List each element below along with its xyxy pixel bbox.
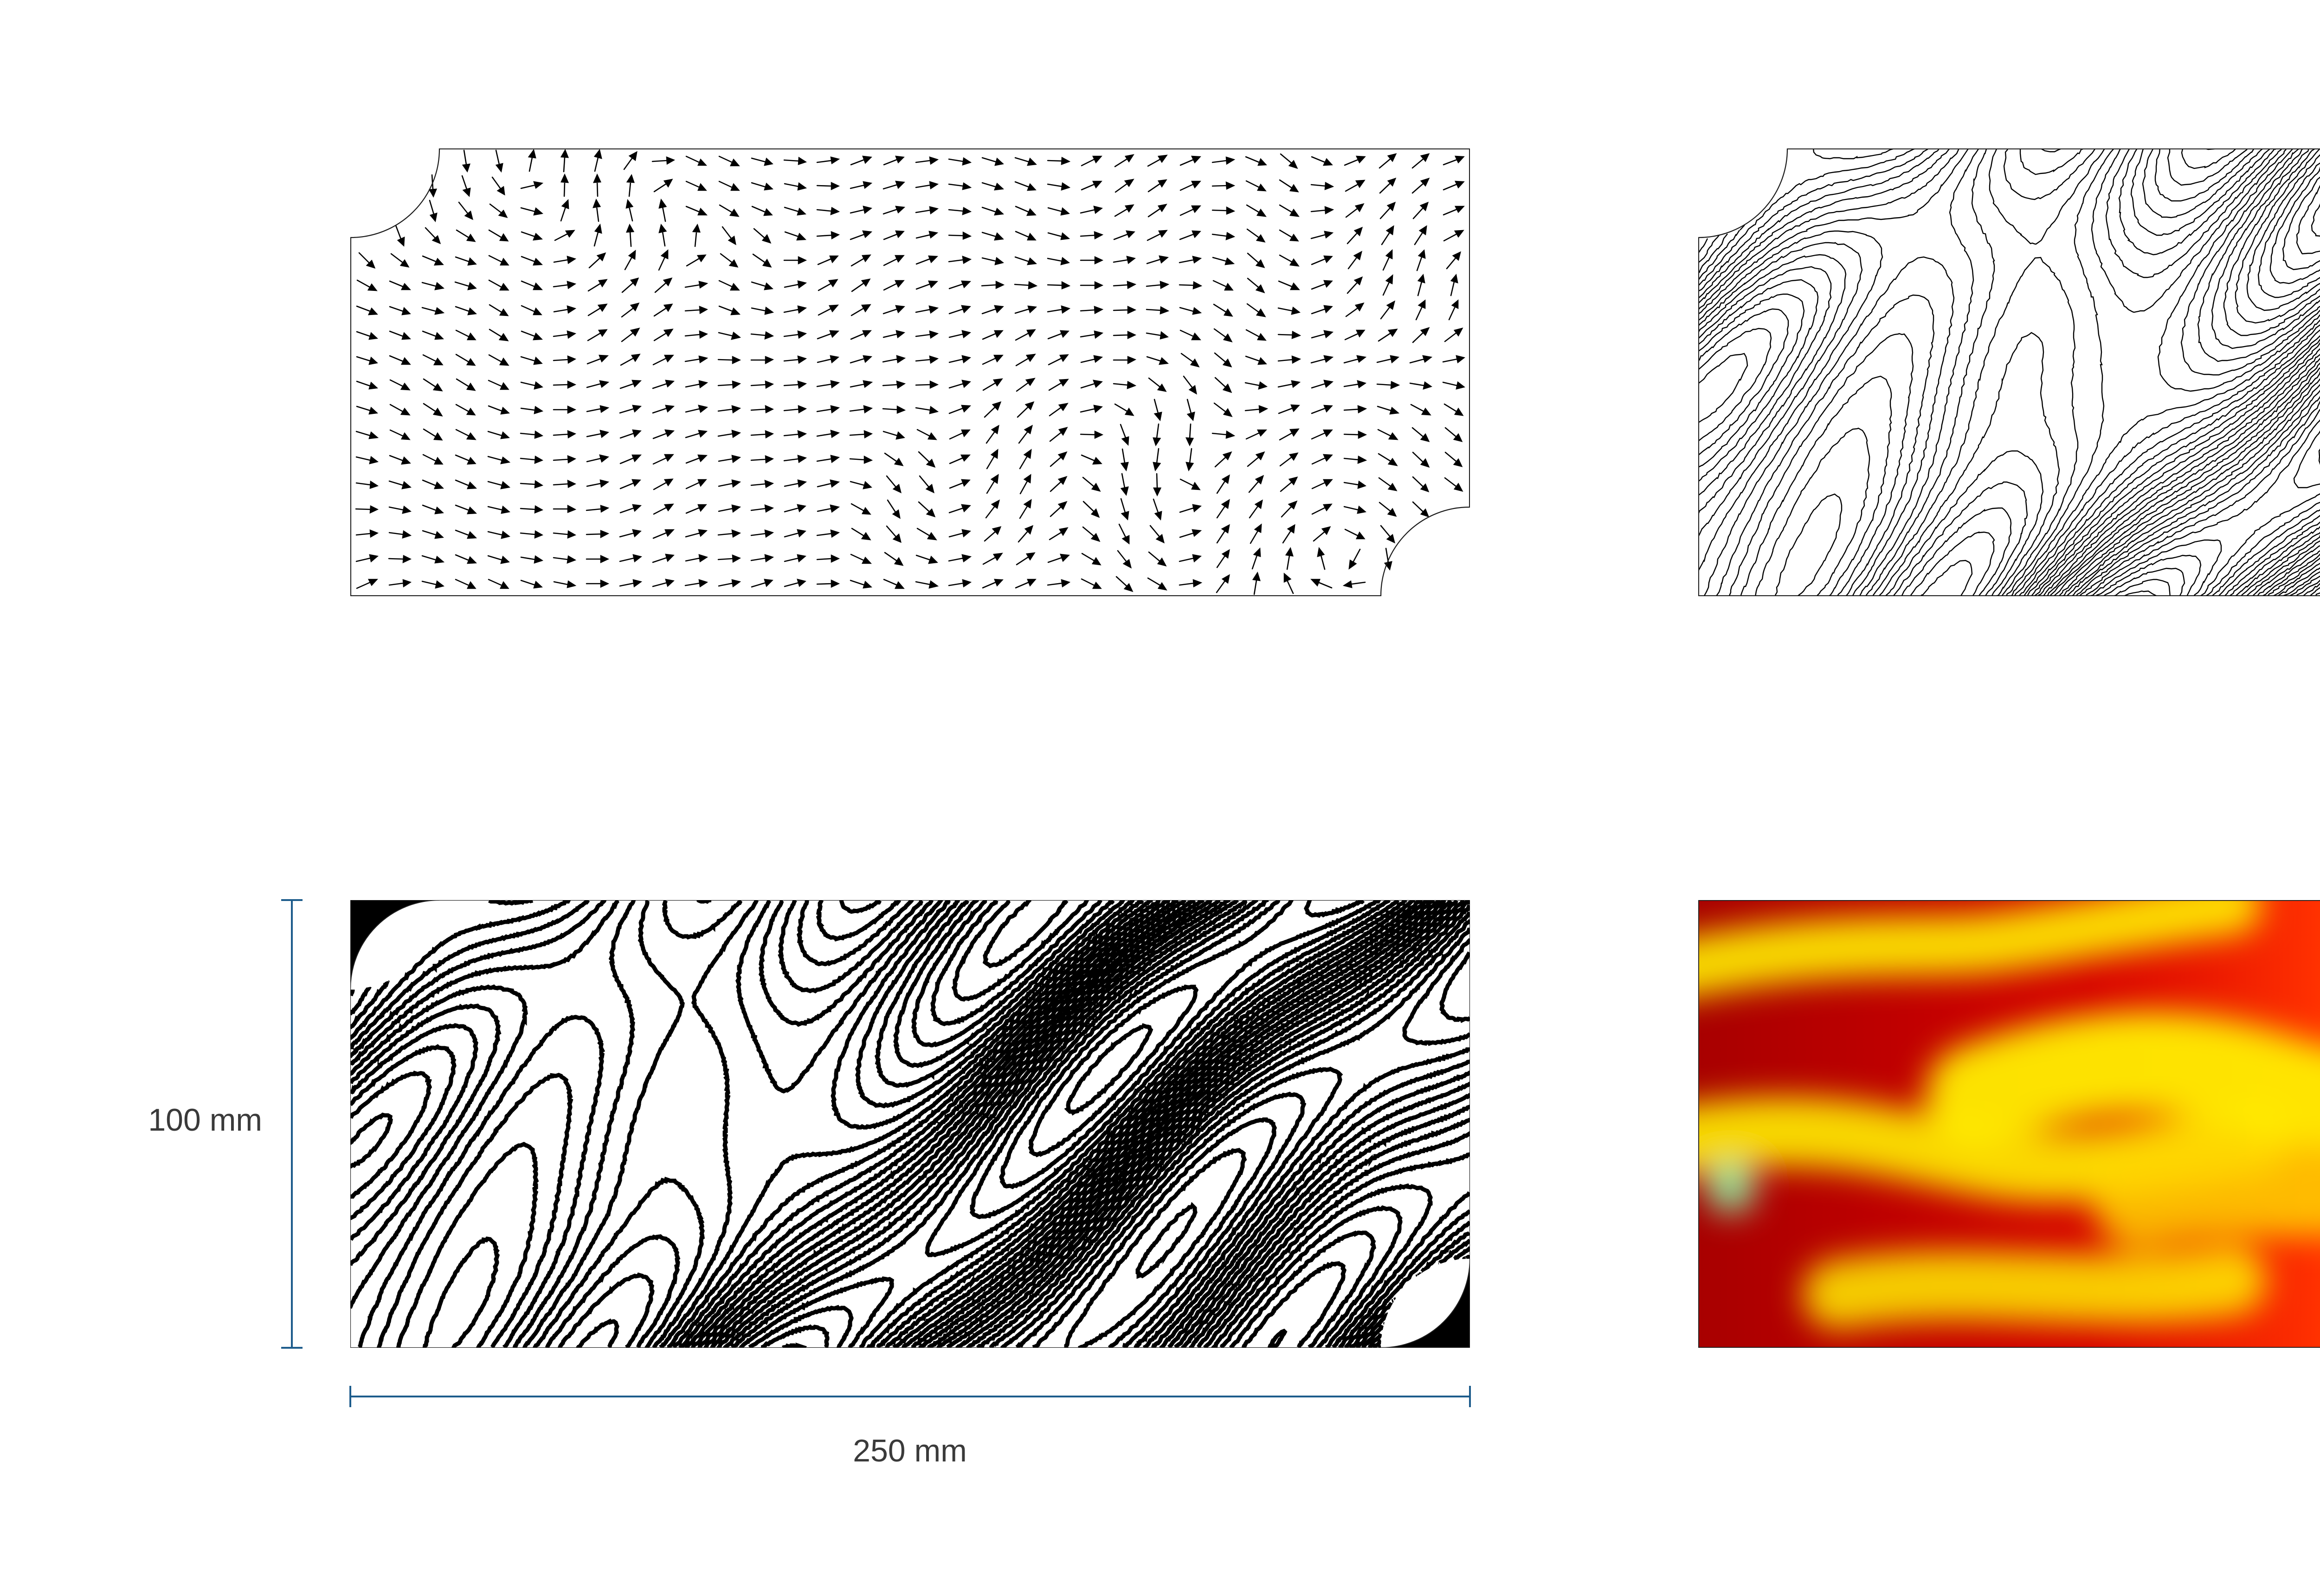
- svg-text:250 mm: 250 mm: [853, 1433, 967, 1468]
- svg-text:100 mm: 100 mm: [148, 1102, 262, 1138]
